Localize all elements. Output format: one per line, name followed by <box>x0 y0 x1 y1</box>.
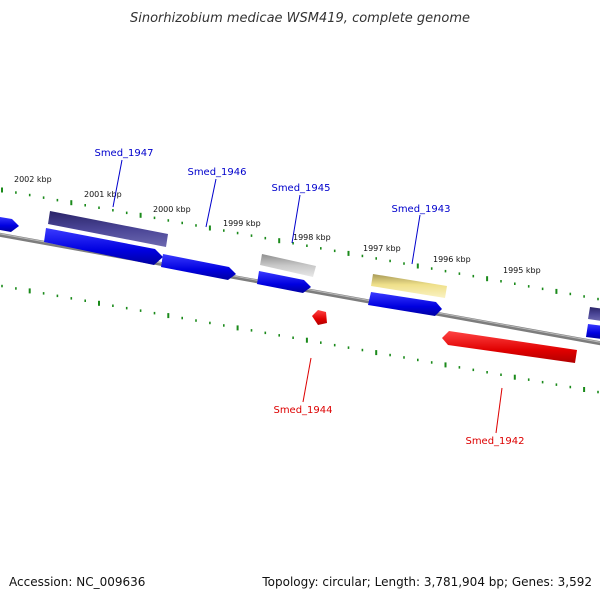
kbp-label-1996: 1996 kbp <box>433 255 471 264</box>
kbp-label-1995: 1995 kbp <box>503 266 541 275</box>
cds-smed-1946[interactable] <box>161 254 236 280</box>
cds-edge-left[interactable] <box>0 216 19 232</box>
gene-label-smed-1946[interactable]: Smed_1946 <box>187 167 246 178</box>
cds-smed-1943[interactable] <box>368 292 442 316</box>
topology-text: Topology: circular; Length: 3,781,904 bp… <box>261 575 592 589</box>
leader-smed-1945 <box>291 194 301 244</box>
feature-edge-right[interactable] <box>588 307 600 321</box>
leader-smed-1944 <box>302 357 312 403</box>
leader-smed-1942 <box>495 387 503 434</box>
tick-ring-outer <box>1 187 599 301</box>
leader-smed-1947 <box>112 159 123 208</box>
kbp-label-2002: 2002 kbp <box>14 175 52 184</box>
kbp-label-2001: 2001 kbp <box>84 190 122 199</box>
kbp-label-2000: 2000 kbp <box>153 205 191 214</box>
leader-smed-1946 <box>205 178 217 228</box>
feature-smed-1943[interactable] <box>371 274 447 298</box>
feature-smed-1945[interactable] <box>260 254 316 277</box>
accession-text: Accession: NC_009636 <box>9 575 145 589</box>
cds-smed-1945[interactable] <box>257 271 311 293</box>
gene-label-smed-1944[interactable]: Smed_1944 <box>273 405 332 416</box>
kbp-label-1998: 1998 kbp <box>293 233 331 242</box>
cds-smed-1947[interactable] <box>44 228 163 265</box>
gene-label-smed-1945[interactable]: Smed_1945 <box>271 183 330 194</box>
leader-smed-1943 <box>411 214 421 265</box>
gene-label-smed-1942[interactable]: Smed_1942 <box>465 436 524 447</box>
tick-ring-inner <box>1 284 599 394</box>
map-title: Sinorhizobium medicae WSM419, complete g… <box>130 11 470 26</box>
cds-edge-right[interactable] <box>586 324 600 339</box>
cds-smed-1942[interactable] <box>442 331 577 363</box>
gene-label-smed-1943[interactable]: Smed_1943 <box>391 204 450 215</box>
kbp-label-1999: 1999 kbp <box>223 219 261 228</box>
feature-smed-1947[interactable] <box>48 211 168 247</box>
kbp-label-1997: 1997 kbp <box>363 244 401 253</box>
gene-label-smed-1947[interactable]: Smed_1947 <box>94 148 153 159</box>
cds-smed-1944[interactable] <box>312 310 327 325</box>
